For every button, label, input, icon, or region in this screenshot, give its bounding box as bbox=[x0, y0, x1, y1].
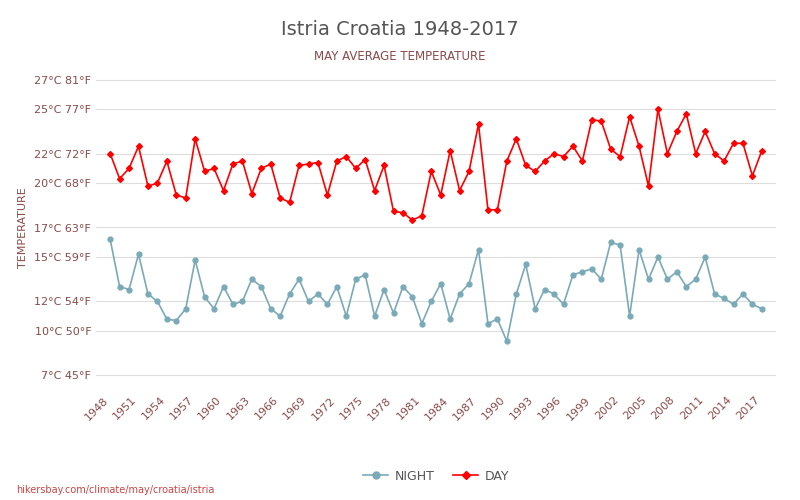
Line: NIGHT: NIGHT bbox=[108, 237, 764, 344]
NIGHT bbox=[257, 284, 266, 290]
DAY bbox=[653, 106, 662, 112]
Line: DAY: DAY bbox=[108, 107, 764, 222]
DAY bbox=[379, 162, 389, 168]
NIGHT bbox=[106, 236, 115, 242]
NIGHT bbox=[464, 280, 474, 286]
Text: hikersbay.com/climate/may/croatia/istria: hikersbay.com/climate/may/croatia/istria bbox=[16, 485, 214, 495]
DAY bbox=[106, 150, 115, 156]
DAY bbox=[474, 121, 483, 127]
NIGHT bbox=[757, 306, 766, 312]
Text: Istria Croatia 1948-2017: Istria Croatia 1948-2017 bbox=[281, 20, 519, 39]
DAY bbox=[757, 148, 766, 154]
NIGHT bbox=[304, 298, 314, 304]
NIGHT bbox=[672, 269, 682, 275]
DAY bbox=[682, 111, 691, 117]
NIGHT bbox=[190, 257, 200, 263]
Legend: NIGHT, DAY: NIGHT, DAY bbox=[358, 465, 514, 488]
DAY bbox=[257, 166, 266, 172]
DAY bbox=[407, 217, 417, 223]
Text: MAY AVERAGE TEMPERATURE: MAY AVERAGE TEMPERATURE bbox=[314, 50, 486, 63]
NIGHT bbox=[662, 276, 672, 282]
Y-axis label: TEMPERATURE: TEMPERATURE bbox=[18, 187, 29, 268]
NIGHT bbox=[502, 338, 512, 344]
DAY bbox=[304, 161, 314, 167]
DAY bbox=[190, 136, 200, 142]
